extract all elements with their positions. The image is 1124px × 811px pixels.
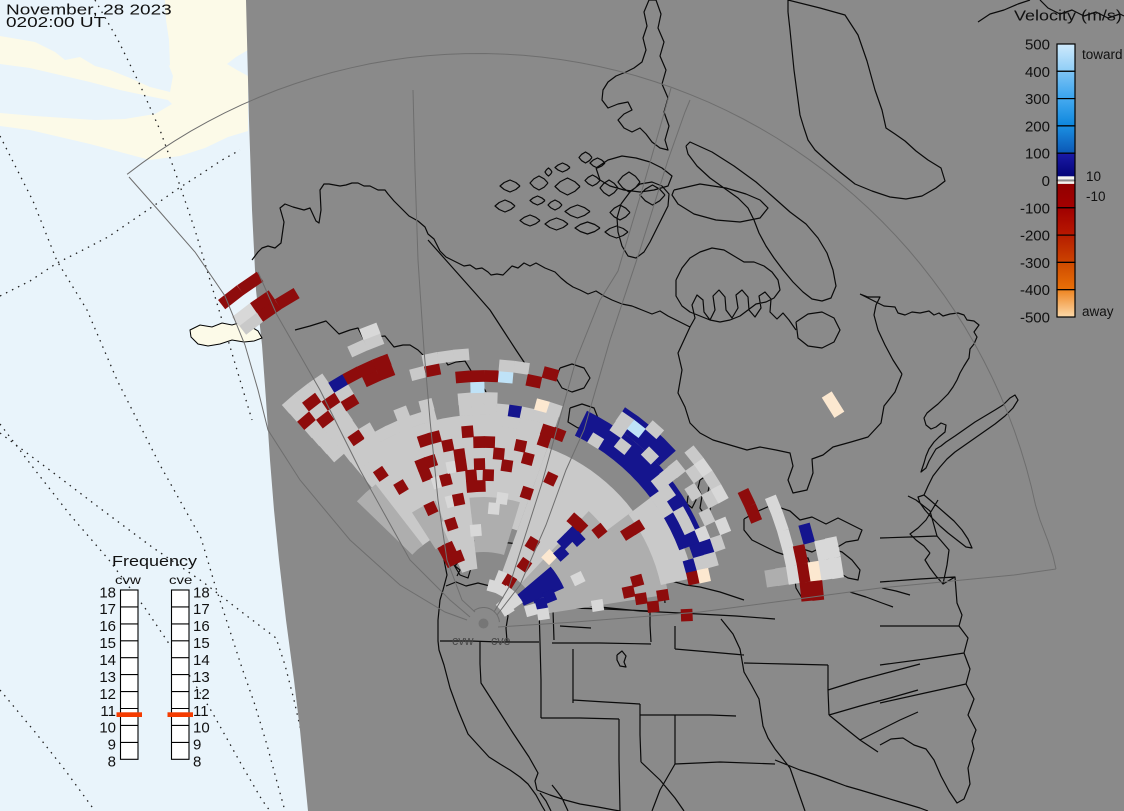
svg-text:away: away [1082, 304, 1114, 319]
svg-text:toward: toward [1082, 47, 1123, 62]
svg-text:16: 16 [99, 618, 116, 635]
svg-text:8: 8 [108, 754, 116, 771]
svg-text:Frequency: Frequency [112, 554, 198, 570]
svg-text:18: 18 [193, 584, 210, 601]
svg-text:0202:00 UT: 0202:00 UT [6, 14, 105, 30]
svg-text:cve: cve [491, 634, 511, 648]
svg-text:10: 10 [99, 720, 116, 737]
svg-text:14: 14 [99, 652, 116, 669]
svg-text:Velocity (m/s): Velocity (m/s) [1014, 8, 1122, 24]
svg-text:11: 11 [193, 703, 209, 720]
svg-text:17: 17 [99, 601, 116, 618]
svg-text:8: 8 [193, 754, 201, 771]
svg-text:500: 500 [1025, 37, 1050, 54]
svg-text:18: 18 [99, 584, 116, 601]
svg-text:13: 13 [193, 669, 210, 686]
svg-text:17: 17 [193, 601, 210, 618]
svg-text:-400: -400 [1020, 282, 1050, 299]
svg-text:0: 0 [1042, 173, 1050, 190]
svg-text:November, 28 2023: November, 28 2023 [6, 2, 172, 18]
svg-text:cve: cve [169, 573, 192, 586]
svg-text:cvw: cvw [115, 573, 141, 586]
svg-text:-10: -10 [1086, 189, 1106, 204]
svg-text:100: 100 [1025, 146, 1050, 163]
svg-text:15: 15 [193, 635, 210, 652]
svg-text:-200: -200 [1020, 228, 1050, 245]
svg-text:10: 10 [1086, 169, 1101, 184]
svg-text:400: 400 [1025, 64, 1050, 81]
svg-text:9: 9 [193, 737, 201, 754]
svg-text:-500: -500 [1020, 310, 1050, 327]
svg-text:9: 9 [108, 737, 116, 754]
svg-text:cvw: cvw [452, 634, 475, 648]
svg-text:12: 12 [193, 686, 210, 703]
svg-text:16: 16 [193, 618, 210, 635]
svg-text:300: 300 [1025, 91, 1050, 108]
svg-text:200: 200 [1025, 118, 1050, 135]
svg-text:11: 11 [100, 703, 116, 720]
svg-text:15: 15 [99, 635, 116, 652]
svg-text:14: 14 [193, 652, 210, 669]
svg-text:10: 10 [193, 720, 210, 737]
svg-text:-300: -300 [1020, 255, 1050, 272]
svg-text:12: 12 [99, 686, 116, 703]
svg-text:-100: -100 [1020, 200, 1050, 217]
svg-text:13: 13 [99, 669, 116, 686]
